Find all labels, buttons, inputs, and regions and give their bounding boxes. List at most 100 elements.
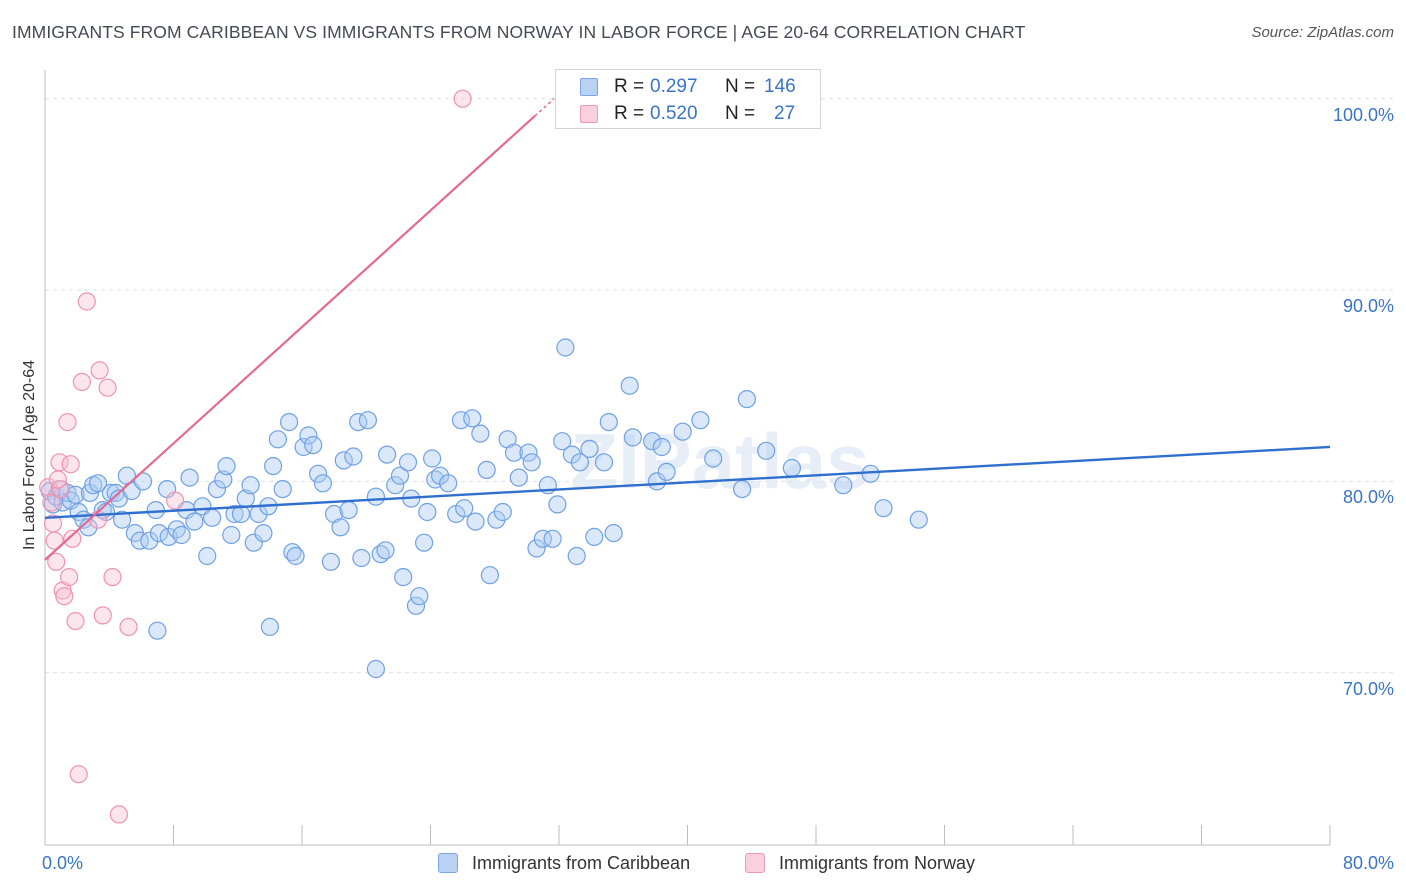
caribbean-point — [480, 566, 499, 585]
caribbean-point — [673, 422, 692, 441]
caribbean-point — [415, 533, 434, 552]
norway-point — [63, 529, 82, 548]
legend-r-value: 0.297 — [650, 76, 698, 97]
caribbean-point — [398, 453, 418, 472]
caribbean-point — [439, 474, 458, 493]
caribbean-point — [264, 457, 283, 476]
caribbean-point — [466, 512, 485, 531]
caribbean-point — [519, 443, 538, 462]
caribbean-point — [167, 520, 186, 539]
y-axis-label: In Labor Force | Age 20-64 — [21, 359, 38, 551]
legend-r-label: R = — [614, 103, 645, 124]
caribbean-point — [463, 409, 482, 428]
caribbean-point — [556, 338, 575, 357]
caribbean-point — [130, 531, 149, 550]
caribbean-point — [313, 474, 332, 493]
norway-point — [42, 493, 61, 512]
legend-swatch-norway — [580, 105, 598, 123]
caribbean-point — [599, 413, 618, 432]
caribbean-point — [299, 426, 318, 445]
caribbean-point — [344, 447, 363, 466]
norway-point — [55, 587, 74, 606]
caribbean-point — [471, 424, 490, 443]
caribbean-point — [149, 523, 169, 543]
caribbean-point — [647, 472, 667, 491]
caribbean-point — [133, 472, 153, 491]
norway-point — [109, 805, 129, 824]
legend-r-label: R = — [614, 76, 645, 97]
caribbean-point — [451, 411, 471, 430]
caribbean-point — [172, 525, 191, 545]
legend-swatch-norway — [745, 853, 765, 873]
legend-r-value: 0.520 — [650, 103, 698, 124]
caribbean-point — [522, 453, 541, 472]
legend-swatch-caribbean — [438, 853, 458, 873]
caribbean-point — [580, 439, 599, 458]
caribbean-point — [455, 499, 474, 518]
caribbean-point — [198, 546, 217, 566]
norway-point — [103, 567, 122, 587]
caribbean-point — [309, 464, 328, 483]
caribbean-point — [757, 441, 776, 460]
caribbean-point — [331, 518, 350, 537]
caribbean-point — [214, 470, 233, 489]
y-tick-label: 70.0% — [1342, 678, 1394, 699]
caribbean-point — [321, 552, 340, 571]
caribbean-point — [623, 428, 643, 447]
caribbean-point — [567, 546, 586, 566]
caribbean-point — [548, 495, 567, 514]
caribbean-point — [406, 596, 426, 615]
x-tick-label: 0.0% — [42, 853, 84, 873]
y-tick-label: 80.0% — [1342, 487, 1394, 508]
caribbean-point — [509, 468, 528, 487]
caribbean-point — [254, 523, 273, 543]
norway-point — [61, 455, 80, 474]
caribbean-point — [358, 411, 377, 430]
caribbean-point — [782, 458, 802, 478]
legend-swatch-caribbean — [580, 78, 598, 96]
legend-row-norway: R = 0.520 N = 27 — [556, 101, 820, 127]
caribbean-point — [643, 432, 662, 451]
norway-point — [90, 361, 109, 380]
norway-point — [66, 611, 85, 631]
norway-point — [51, 480, 71, 499]
caribbean-point — [260, 617, 279, 637]
caribbean-point — [570, 453, 590, 472]
caribbean-point — [394, 567, 413, 587]
caribbean-point — [691, 411, 710, 430]
caribbean-point — [286, 546, 305, 566]
norway-point — [77, 292, 96, 311]
caribbean-point — [106, 483, 125, 502]
caribbean-point — [390, 466, 410, 485]
norway-point — [58, 413, 77, 432]
x-tick-label: 80.0% — [1342, 853, 1394, 873]
norway-point — [453, 89, 472, 108]
norway-point — [69, 765, 88, 784]
norway-trend-extension — [534, 97, 555, 117]
legend-n-value: 146 — [764, 76, 796, 97]
caribbean-point — [366, 487, 385, 506]
norway-point — [59, 567, 79, 587]
caribbean-point — [493, 502, 512, 522]
chart-title: IMMIGRANTS FROM CARIBBEAN VS IMMIGRANTS … — [12, 22, 1026, 42]
caribbean-point — [732, 480, 752, 499]
caribbean-point — [652, 437, 671, 457]
caribbean-point — [280, 413, 299, 432]
y-tick-label: 100.0% — [1332, 104, 1394, 125]
caribbean-point — [225, 504, 244, 524]
series-legend: Immigrants from Caribbean Immigrants fro… — [0, 852, 1406, 878]
legend-label-caribbean: Immigrants from Caribbean — [472, 853, 691, 873]
norway-point — [47, 552, 66, 571]
caribbean-point — [378, 445, 397, 464]
caribbean-point — [203, 508, 222, 527]
caribbean-point — [241, 476, 260, 495]
caribbean-point — [185, 512, 204, 531]
legend-n-label: N = — [725, 76, 756, 97]
legend-n-label: N = — [725, 103, 756, 124]
caribbean-point — [88, 474, 108, 493]
caribbean-point — [244, 533, 263, 552]
caribbean-point — [352, 548, 371, 568]
caribbean-point — [180, 468, 199, 487]
axes — [44, 70, 1331, 846]
correlation-legend: R = 0.297 N = 146 R = 0.520 N = 27 — [555, 69, 821, 129]
